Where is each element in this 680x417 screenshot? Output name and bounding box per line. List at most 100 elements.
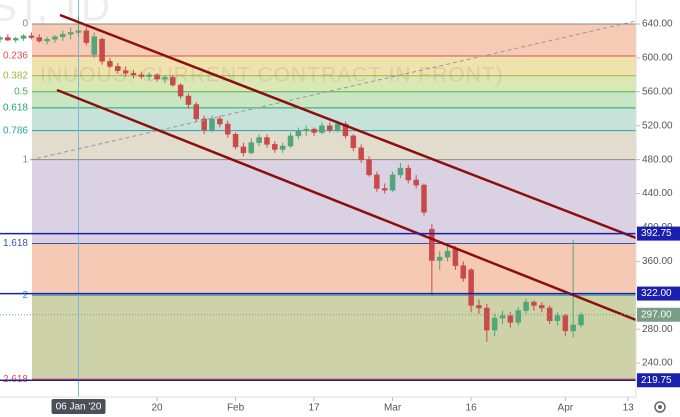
candle-body [499, 315, 506, 319]
candle-body [28, 35, 35, 38]
candle-body [366, 159, 372, 176]
candle-body [217, 118, 223, 125]
symbol-watermark: ST, 1D [0, 0, 110, 30]
x-tick-label: Feb [227, 403, 245, 414]
y-tick-label: 560.00 [642, 86, 673, 97]
x-tick-label: 20 [151, 403, 163, 414]
y-tick-label: 640.00 [642, 19, 673, 30]
last-price-label: 297.00 [641, 309, 672, 320]
fib-label: 0.236 [3, 51, 28, 62]
candle-body [224, 123, 231, 135]
candle-body [562, 315, 569, 332]
candle-body [60, 33, 66, 37]
y-tick-label: 240.00 [642, 358, 673, 369]
candle-body [248, 142, 255, 154]
candle-body [295, 130, 302, 137]
candle-body [452, 248, 459, 266]
candle-body [476, 305, 482, 309]
candle-body [578, 314, 584, 326]
channel-lower [56, 88, 636, 322]
y-tick-label: 440.00 [642, 188, 673, 199]
candle-body [138, 74, 145, 77]
candle-body [162, 77, 168, 80]
fib-label: 0.618 [3, 102, 28, 113]
candle-body [358, 147, 364, 160]
fib-label: 2.618 [3, 374, 28, 385]
level-label-box [637, 226, 680, 241]
candle-body [107, 61, 113, 67]
level-label-box [637, 373, 680, 388]
y-tick-label: 360.00 [642, 256, 673, 267]
candle-body [154, 74, 160, 80]
candle-body [52, 36, 58, 40]
candle-body [570, 324, 576, 332]
gear[interactable] [654, 401, 666, 413]
y-tick-label: 520.00 [642, 120, 673, 131]
candle-body [99, 39, 105, 62]
gear-hub[interactable] [658, 405, 662, 409]
candle-body [436, 256, 443, 261]
candle-body [319, 125, 325, 133]
x-tick-label: 17 [309, 403, 321, 414]
candle-body [36, 37, 43, 42]
level-label: 322.00 [641, 288, 672, 299]
fib-label: 0.382 [3, 70, 28, 81]
candle-body [115, 66, 121, 71]
fib-label: 0 [22, 19, 28, 30]
fib-band [32, 23, 636, 57]
candle-body [177, 84, 184, 97]
level-label-box [637, 286, 680, 301]
fib-label: 0.786 [3, 125, 28, 136]
fib-band [32, 130, 636, 160]
y-tick-label: 600.00 [642, 53, 673, 64]
y-tick-label: 280.00 [642, 324, 673, 335]
settings-icon[interactable] [654, 401, 666, 413]
candle-body [554, 315, 561, 321]
candle-body [5, 37, 11, 41]
fib-label: 0.5 [14, 86, 28, 97]
x-tick-label: 16 [466, 403, 478, 414]
candle-body [429, 228, 435, 261]
candle-body [515, 310, 521, 323]
candle-body [539, 305, 545, 309]
candle-body [240, 146, 247, 154]
candle-body [12, 38, 19, 41]
x-tick-label: Mar [384, 403, 402, 414]
trend-line [29, 20, 636, 161]
candle-body [381, 188, 388, 191]
candle-body [122, 70, 129, 74]
last-price-box [637, 307, 680, 322]
candle-body [491, 317, 498, 331]
fib-label: 2 [22, 290, 28, 301]
candle-body [444, 250, 451, 258]
fib-band [32, 295, 636, 380]
channel-upper [59, 13, 636, 240]
candle-body [421, 184, 427, 213]
candle-body [460, 265, 467, 279]
fib-band [32, 107, 636, 131]
level-label: 392.75 [641, 228, 672, 239]
candle-body [523, 301, 529, 311]
candle-body [303, 128, 309, 132]
candle-body [146, 74, 152, 77]
fib-label: 1.618 [3, 238, 28, 249]
candle-body [389, 174, 396, 191]
candle-body [91, 36, 97, 55]
level-label: 219.75 [641, 375, 672, 386]
candle-body [185, 95, 192, 105]
y-tick-label: 480.00 [642, 154, 673, 165]
fib-label: 1 [22, 154, 28, 165]
watermark: INUOUS: CURRENT CONTRACT IN FRONT) [40, 64, 504, 87]
candle-body [287, 135, 294, 147]
candle-body [75, 30, 82, 33]
candle-body [201, 118, 207, 131]
candle-body [169, 77, 176, 86]
candle-body [350, 135, 357, 149]
candle-body [413, 179, 419, 186]
fib-band [32, 56, 636, 76]
crosshair-label-box [51, 399, 106, 414]
crosshair-label: 06 Jan '20 [56, 402, 102, 413]
x-tick-label: 13 [623, 403, 635, 414]
fib-band [32, 91, 636, 108]
